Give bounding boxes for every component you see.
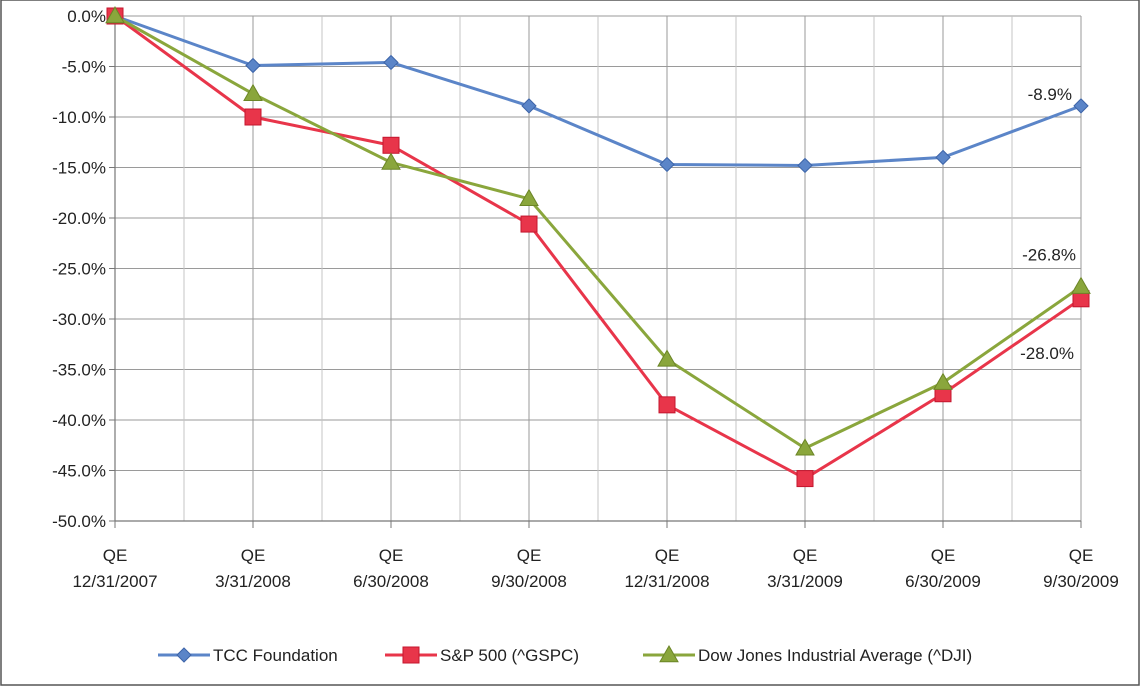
legend-item: TCC Foundation — [158, 646, 338, 665]
y-tick-label: -35.0% — [52, 361, 106, 380]
data-point — [105, 5, 125, 24]
y-tick-label: -40.0% — [52, 411, 106, 430]
data-point — [933, 372, 953, 390]
x-tick-label: QE — [517, 546, 542, 565]
data-point — [796, 470, 814, 488]
data-point — [935, 149, 951, 166]
data-point — [1071, 276, 1091, 294]
legend-label: S&P 500 (^GSPC) — [440, 646, 579, 665]
data-point — [658, 396, 676, 414]
x-tick-label: 12/31/2008 — [624, 572, 709, 591]
x-tick-label: 9/30/2009 — [1043, 572, 1119, 591]
data-point — [1073, 98, 1089, 114]
data-point — [382, 136, 400, 154]
x-tick-label: QE — [931, 546, 956, 565]
x-tick-label: 6/30/2009 — [905, 572, 981, 591]
y-tick-label: -50.0% — [52, 512, 106, 531]
data-point — [519, 188, 539, 207]
series-lines — [105, 5, 1091, 488]
series-line — [114, 14, 1082, 481]
legend-item: S&P 500 (^GSPC) — [385, 646, 579, 665]
data-point — [381, 152, 401, 170]
series-line — [114, 14, 1082, 450]
x-tick-label: 6/30/2008 — [353, 572, 429, 591]
x-tick-label: 3/31/2008 — [215, 572, 291, 591]
data-label: -8.9% — [1028, 85, 1072, 104]
y-tick-label: -5.0% — [62, 58, 106, 77]
legend-label: Dow Jones Industrial Average (^DJI) — [698, 646, 972, 665]
legend-marker — [176, 647, 192, 663]
x-tick-label: 9/30/2008 — [491, 572, 567, 591]
legend-label: TCC Foundation — [213, 646, 338, 665]
data-point — [520, 215, 538, 233]
x-tick-label: QE — [793, 546, 818, 565]
data-point — [795, 438, 815, 456]
x-tick-label: QE — [241, 546, 266, 565]
y-tick-label: -30.0% — [52, 310, 106, 329]
x-tick-label: QE — [103, 546, 128, 565]
y-tick-label: -10.0% — [52, 108, 106, 127]
data-point — [657, 349, 677, 367]
legend-marker — [659, 644, 679, 663]
series-line — [114, 14, 1082, 167]
data-point — [245, 57, 261, 74]
y-tick-label: 0.0% — [67, 7, 106, 26]
data-point — [659, 156, 675, 173]
data-label: -26.8% — [1022, 246, 1076, 265]
x-tick-label: 12/31/2007 — [72, 572, 157, 591]
data-label: -28.0% — [1020, 344, 1074, 363]
x-tick-label: 3/31/2009 — [767, 572, 843, 591]
y-tick-label: -20.0% — [52, 209, 106, 228]
data-point — [521, 98, 537, 114]
x-tick-label: QE — [379, 546, 404, 565]
legend-marker — [402, 646, 420, 664]
y-tick-label: -25.0% — [52, 260, 106, 279]
x-tick-label: QE — [655, 546, 680, 565]
gridlines — [114, 15, 1082, 522]
axes: 0.0% -5.0% -10.0% -15.0% -20.0% -25.0% -30.0% -… — [52, 7, 1119, 591]
data-labels: -8.9% -26.8% -28.0% — [1020, 85, 1076, 363]
y-tick-label: -15.0% — [52, 159, 106, 178]
legend-item: Dow Jones Industrial Average (^DJI) — [643, 644, 972, 665]
data-point — [243, 83, 263, 102]
data-point — [797, 157, 813, 174]
y-tick-label: -45.0% — [52, 462, 106, 481]
data-point — [244, 108, 262, 126]
series-2 — [105, 5, 1091, 456]
x-tick-label: QE — [1069, 546, 1094, 565]
data-point — [383, 54, 399, 71]
legend: TCC Foundation S&P 500 (^GSPC) Dow Jones I… — [158, 644, 972, 665]
